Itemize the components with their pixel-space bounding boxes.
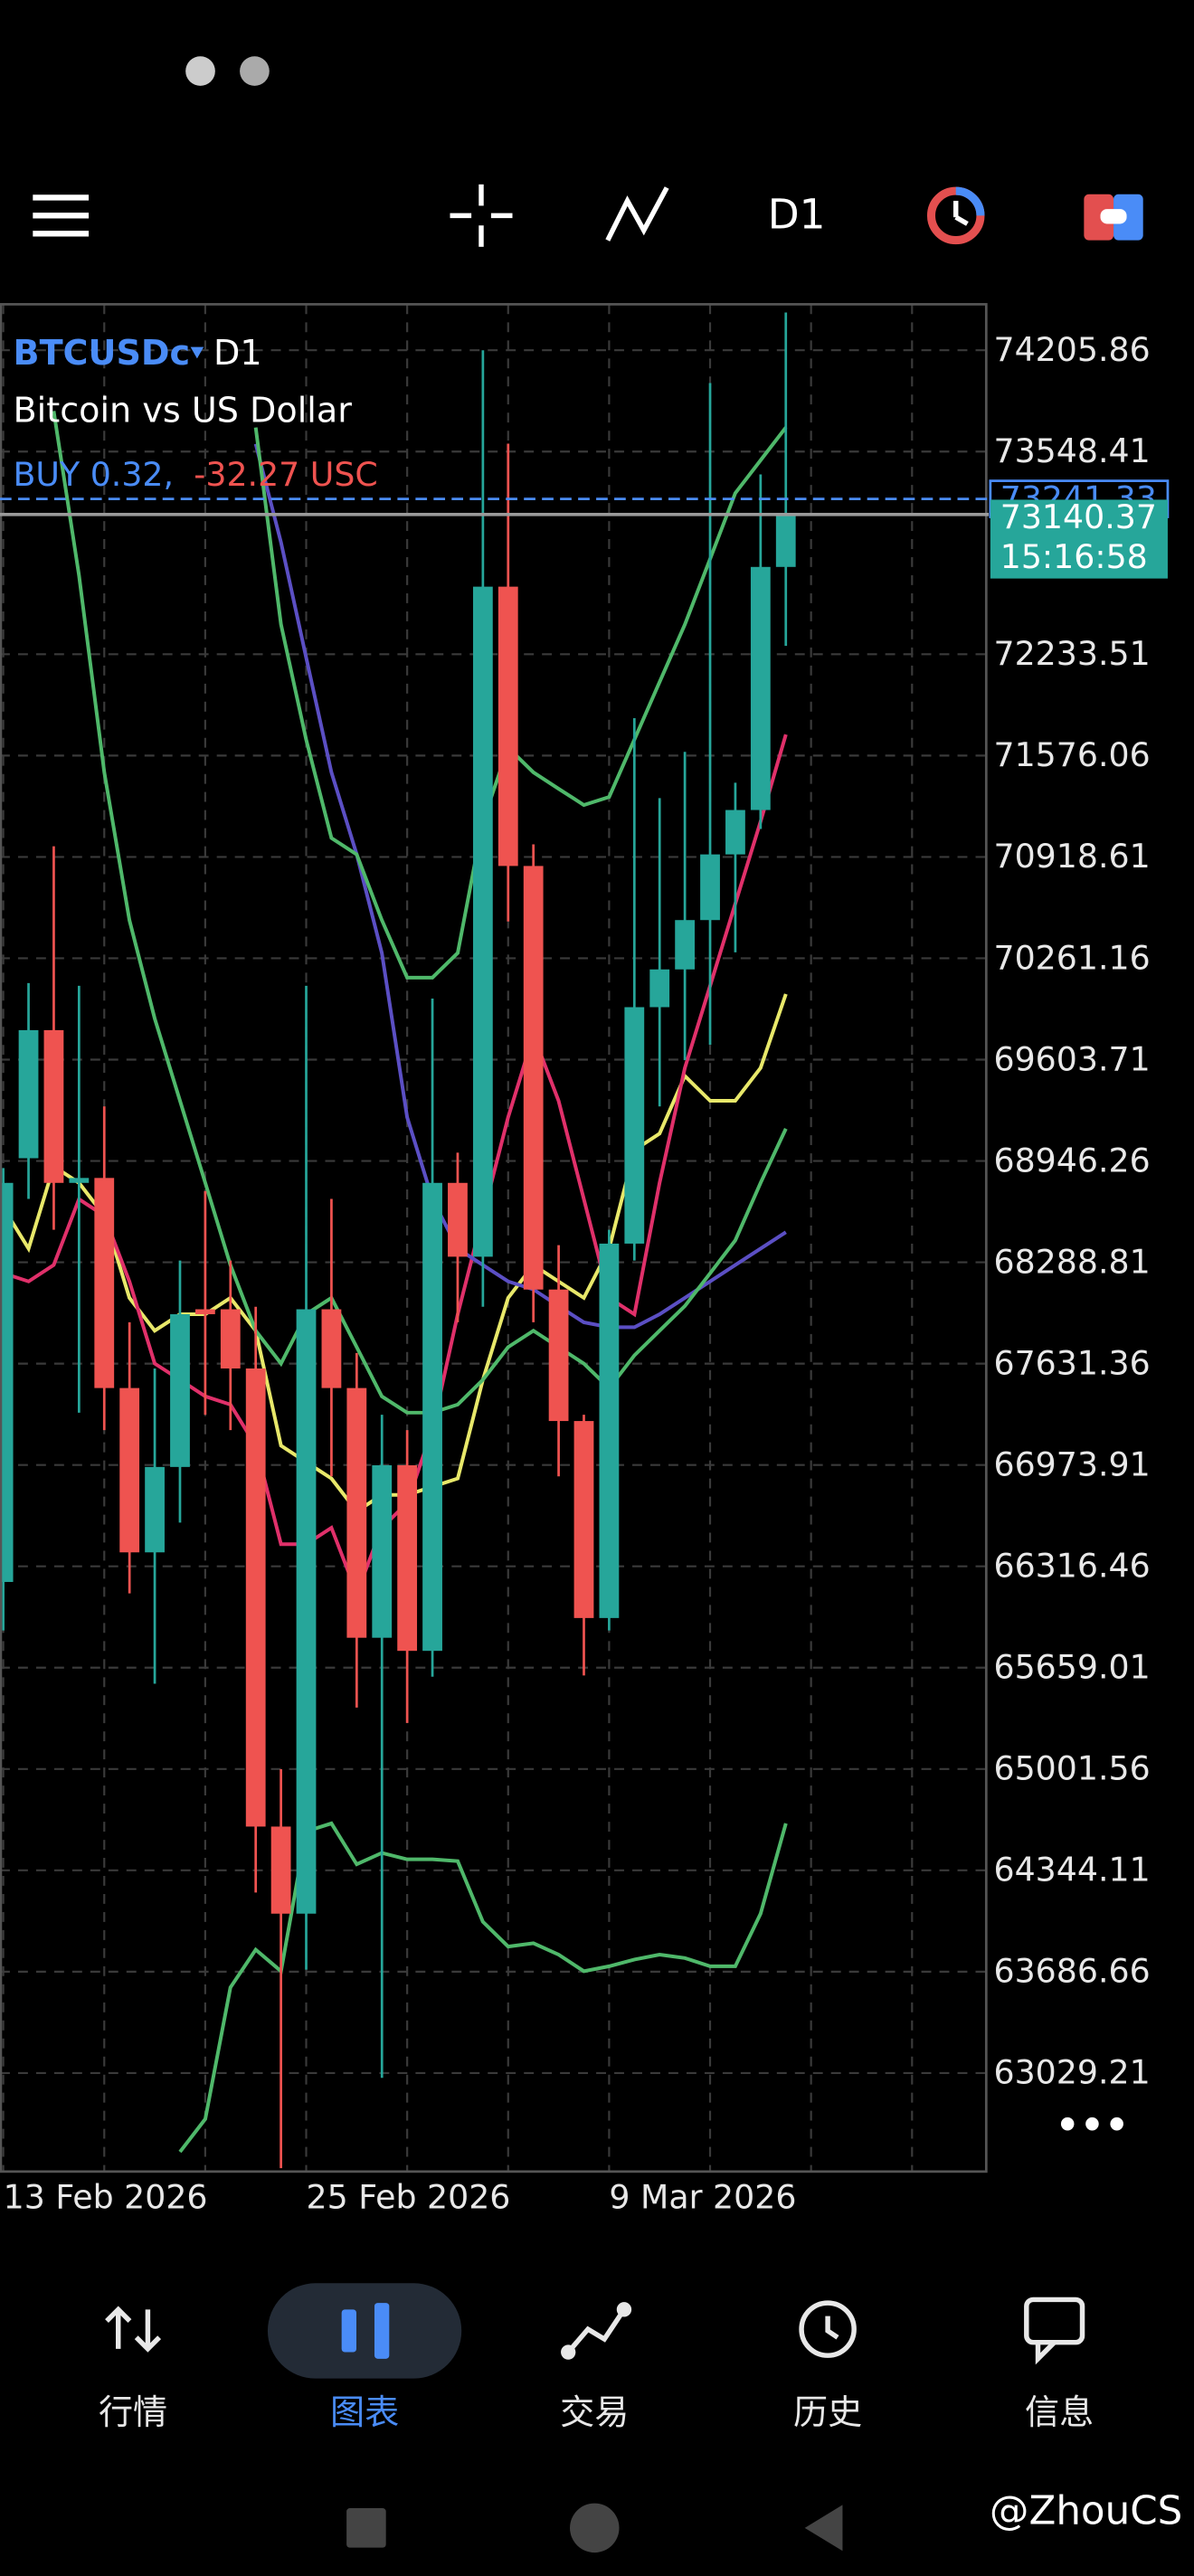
candle-body: [346, 1387, 367, 1638]
y-tick-label: 70918.61: [993, 837, 1150, 876]
x-tick-label: 25 Feb 2026: [307, 2178, 511, 2217]
timeframe: D1: [213, 333, 262, 373]
y-tick-label: 71576.06: [993, 735, 1150, 774]
candle-body: [397, 1464, 418, 1652]
description: Bitcoin vs US Dollar: [14, 391, 353, 431]
candle-body: [523, 866, 544, 1290]
candle-body: [69, 1178, 90, 1183]
y-tick-label: 64344.11: [993, 1851, 1150, 1889]
candle-body: [170, 1313, 190, 1467]
y-tick-label: 66316.46: [993, 1547, 1150, 1586]
candle-body: [194, 1309, 215, 1314]
indicator-line: [3, 734, 788, 1599]
system-home[interactable]: [570, 2503, 620, 2553]
price-axis: 74205.86 73548.41 72233.51 71576.06 70918.61…: [4, 330, 1151, 2217]
candle-body: [119, 1387, 140, 1553]
candle-body: [94, 1178, 115, 1388]
candle-body: [1, 1182, 14, 1582]
y-tick-label: 68946.26: [993, 1141, 1150, 1179]
candle-body: [245, 1368, 266, 1827]
candle-body: [725, 810, 745, 855]
y-tick-label: 69603.71: [993, 1039, 1150, 1078]
indicators-button[interactable]: [605, 186, 669, 242]
candle-body: [296, 1309, 317, 1914]
y-tick-label: 67631.36: [993, 1343, 1150, 1382]
nav-tab[interactable]: 行情: [99, 2392, 167, 2432]
plot-area: [1, 312, 796, 2169]
status-icon: [240, 56, 270, 86]
profit: -32.27 USC: [194, 455, 377, 494]
candle-body: [775, 514, 796, 567]
nav-icon-active: [341, 2303, 390, 2359]
candle-body: [624, 1007, 645, 1244]
y-tick-label: 72233.51: [993, 634, 1150, 673]
candle-body: [18, 1029, 39, 1159]
timeframe-button[interactable]: D1: [768, 191, 826, 239]
y-tick-label: 63029.21: [993, 2053, 1150, 2092]
y-tick-label: 63686.66: [993, 1952, 1150, 1991]
symbol-dropdown[interactable]: [190, 346, 204, 359]
candle-body: [649, 969, 670, 1008]
candle-body: [750, 566, 771, 810]
candle-body: [599, 1243, 620, 1618]
candle-body: [573, 1421, 594, 1618]
crosshair-button[interactable]: [450, 184, 513, 247]
clock-button[interactable]: [926, 186, 985, 245]
more-button[interactable]: [1060, 2117, 1123, 2131]
watermark: @ZhouCS: [990, 2488, 1182, 2533]
nav-icon: [105, 2297, 1085, 2365]
x-tick-label: 13 Feb 2026: [4, 2178, 208, 2217]
indicator-line: [1, 993, 788, 1514]
menu-button[interactable]: [33, 194, 90, 237]
candle-body: [220, 1309, 241, 1368]
position: BUY 0.32,: [14, 455, 175, 494]
candle-body: [498, 586, 518, 867]
candle-body: [321, 1309, 342, 1388]
indicator-line: [253, 426, 788, 980]
y-tick-label: 65659.01: [993, 1648, 1150, 1687]
y-tick-label: 74205.86: [993, 330, 1150, 369]
y-tick-label: 70261.16: [993, 938, 1150, 977]
y-tick-label: 73548.41: [993, 431, 1150, 470]
system-back[interactable]: [804, 2505, 843, 2552]
candle-body: [372, 1464, 393, 1638]
candle-body: [675, 920, 696, 970]
candle-body: [43, 1029, 64, 1183]
bid-label: 73140.37: [1000, 497, 1157, 536]
nav-tab[interactable]: 信息: [1025, 2392, 1094, 2432]
nav-tab[interactable]: 交易: [560, 2392, 629, 2432]
candle-body: [448, 1182, 468, 1257]
nav-tab[interactable]: 图表: [330, 2392, 399, 2432]
candle-body: [145, 1466, 165, 1553]
candle-body: [270, 1826, 291, 1914]
y-tick-label: 68288.81: [993, 1242, 1150, 1281]
y-tick-label: 66973.91: [993, 1444, 1150, 1483]
symbol[interactable]: BTCUSDc: [14, 333, 191, 373]
bid-label-box: [990, 499, 1168, 579]
system-recent[interactable]: [346, 2508, 386, 2548]
countdown: 15:16:58: [1000, 537, 1148, 576]
candle-body: [422, 1182, 442, 1652]
candle-body: [548, 1289, 569, 1422]
candle-body: [700, 854, 720, 921]
y-tick-label: 65001.56: [993, 1749, 1150, 1788]
x-tick-label: 9 Mar 2026: [609, 2178, 796, 2217]
active-tab-pill: [267, 2283, 462, 2379]
trade-button[interactable]: [1084, 194, 1143, 241]
nav-tab[interactable]: 历史: [793, 2392, 862, 2432]
candle-body: [472, 586, 493, 1257]
indicator-line: [52, 411, 788, 1415]
status-icon: [185, 56, 215, 86]
chart-frame: [0, 303, 988, 2174]
